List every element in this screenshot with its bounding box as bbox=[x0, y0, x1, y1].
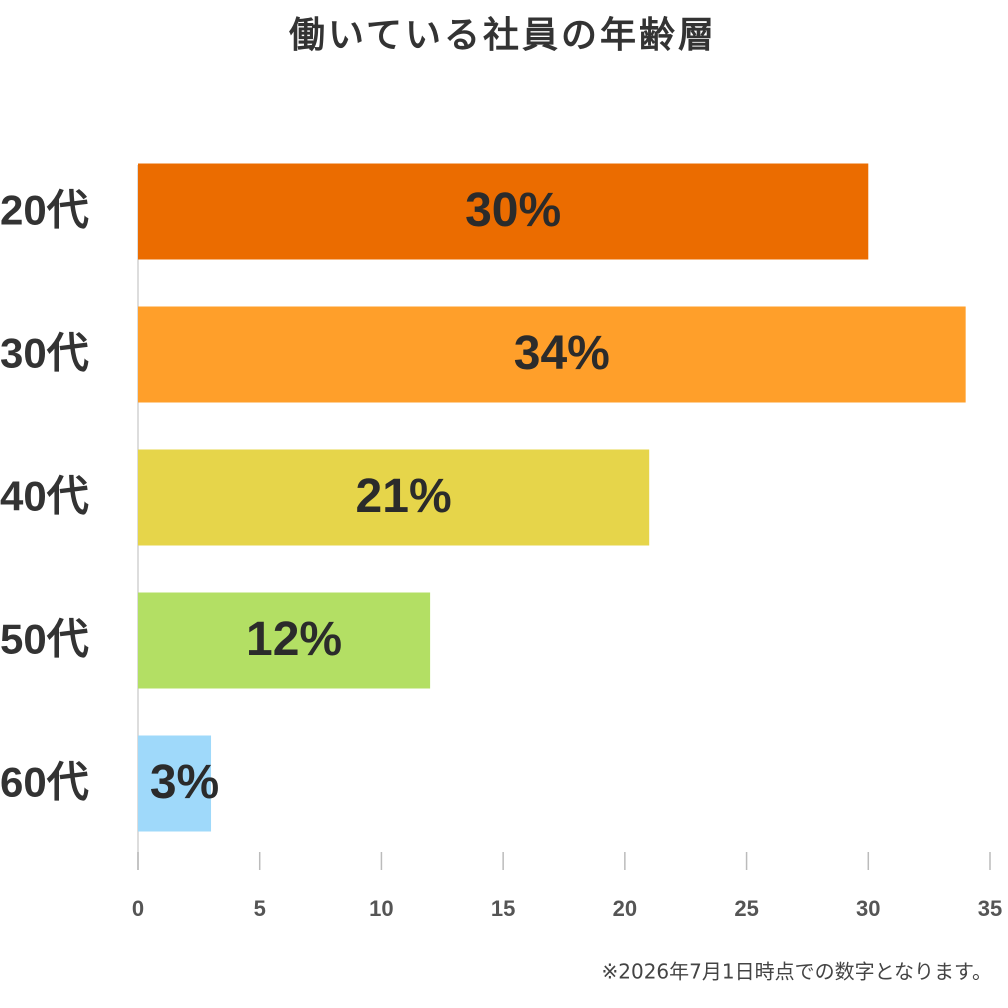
value-label: 3% bbox=[150, 756, 219, 809]
value-label: 30% bbox=[465, 184, 561, 237]
bar bbox=[138, 735, 212, 832]
x-tick-label: 5 bbox=[254, 896, 266, 921]
bar bbox=[138, 306, 966, 403]
x-tick-label: 20 bbox=[613, 896, 637, 921]
y-tick-label: 60代 bbox=[0, 759, 89, 806]
x-tick-label: 15 bbox=[491, 896, 515, 921]
bar bbox=[138, 163, 869, 260]
chart-title: 働いている社員の年齢層 bbox=[289, 15, 717, 56]
x-tick-label: 25 bbox=[734, 896, 758, 921]
y-tick-label: 30代 bbox=[0, 330, 89, 377]
x-tick-label: 30 bbox=[856, 896, 880, 921]
y-tick-label: 40代 bbox=[0, 473, 89, 520]
value-label: 21% bbox=[356, 470, 452, 523]
x-tick-label: 35 bbox=[978, 896, 1002, 921]
bar bbox=[138, 449, 650, 546]
bar bbox=[138, 592, 431, 689]
value-label: 12% bbox=[246, 613, 342, 666]
y-tick-label: 20代 bbox=[0, 187, 89, 234]
y-tick-label: 50代 bbox=[0, 616, 89, 663]
footnote: ※2026年7月1日時点での数字となります。 bbox=[601, 960, 992, 984]
value-label: 34% bbox=[514, 327, 610, 380]
x-tick-label: 10 bbox=[369, 896, 393, 921]
x-tick-label: 0 bbox=[132, 896, 144, 921]
